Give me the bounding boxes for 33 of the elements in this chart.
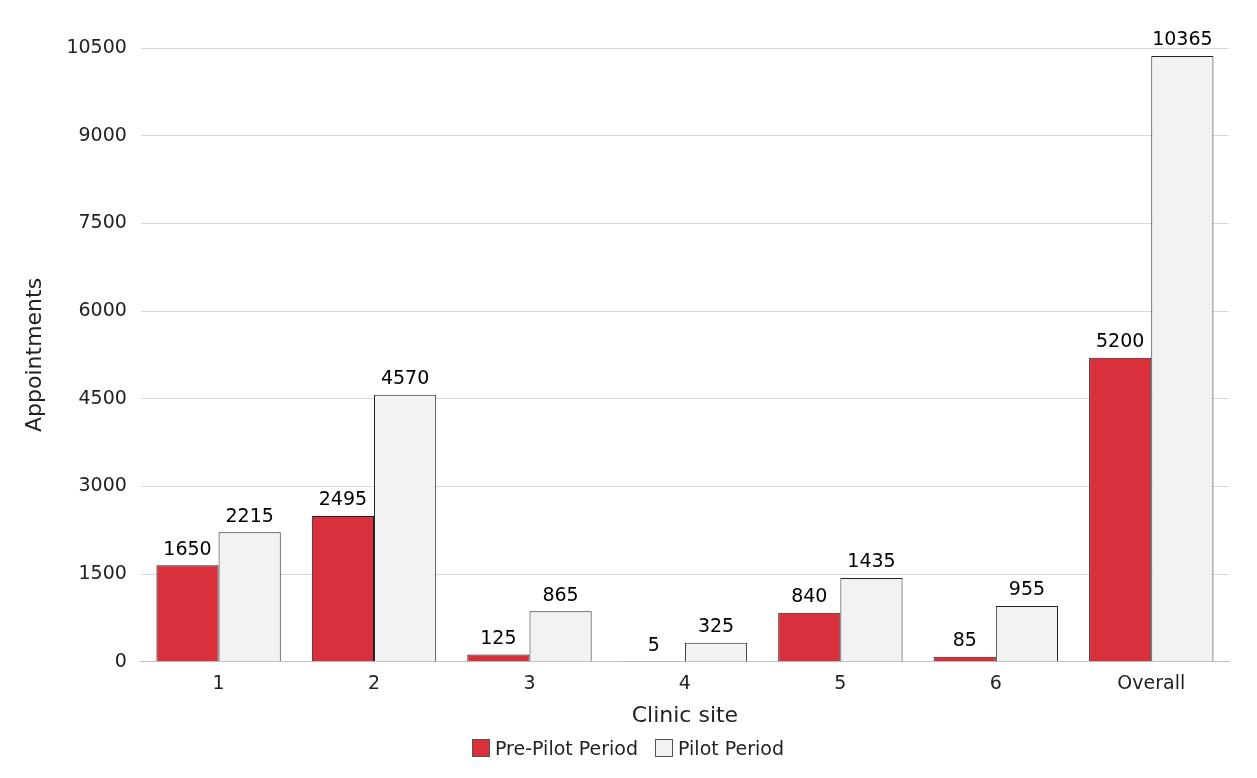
data-label: 5200 xyxy=(1096,329,1145,352)
x-tick-label: Overall xyxy=(1117,671,1186,694)
y-axis-title: Appointments xyxy=(20,277,46,432)
data-label: 955 xyxy=(1008,577,1046,600)
x-axis-title: Clinic site xyxy=(631,701,739,727)
y-tick-label: 10500 xyxy=(66,34,127,57)
x-tick-label: 4 xyxy=(678,671,691,694)
y-tick-label: 7500 xyxy=(78,210,127,233)
data-label: 10365 xyxy=(1152,27,1213,50)
x-tick-label: 3 xyxy=(523,671,536,694)
data-label: 5 xyxy=(647,632,660,655)
legend-label: Pre-Pilot Period xyxy=(495,737,639,759)
data-label: 2215 xyxy=(225,503,274,526)
y-tick-label: 4500 xyxy=(78,385,127,408)
data-label: 865 xyxy=(542,582,579,605)
data-label: 85 xyxy=(952,628,977,651)
data-label: 840 xyxy=(791,584,828,607)
data-label: 4570 xyxy=(380,366,430,389)
legend-label: Pilot Period xyxy=(678,737,784,759)
x-tick-label: 1 xyxy=(212,671,225,694)
y-tick-label: 6000 xyxy=(78,297,127,320)
x-tick-label: 5 xyxy=(834,671,847,694)
y-tick-label: 1500 xyxy=(78,561,127,584)
data-label: 2495 xyxy=(318,487,368,510)
data-label: 125 xyxy=(480,625,517,648)
x-tick-label: 6 xyxy=(989,671,1002,694)
data-label: 325 xyxy=(697,614,735,637)
data-label: 1435 xyxy=(847,549,896,572)
y-tick-label: 3000 xyxy=(78,473,127,496)
y-tick-label: 0 xyxy=(114,648,127,671)
data-label: 1650 xyxy=(163,536,212,559)
y-tick-label: 9000 xyxy=(78,122,127,145)
x-tick-label: 2 xyxy=(367,671,381,694)
